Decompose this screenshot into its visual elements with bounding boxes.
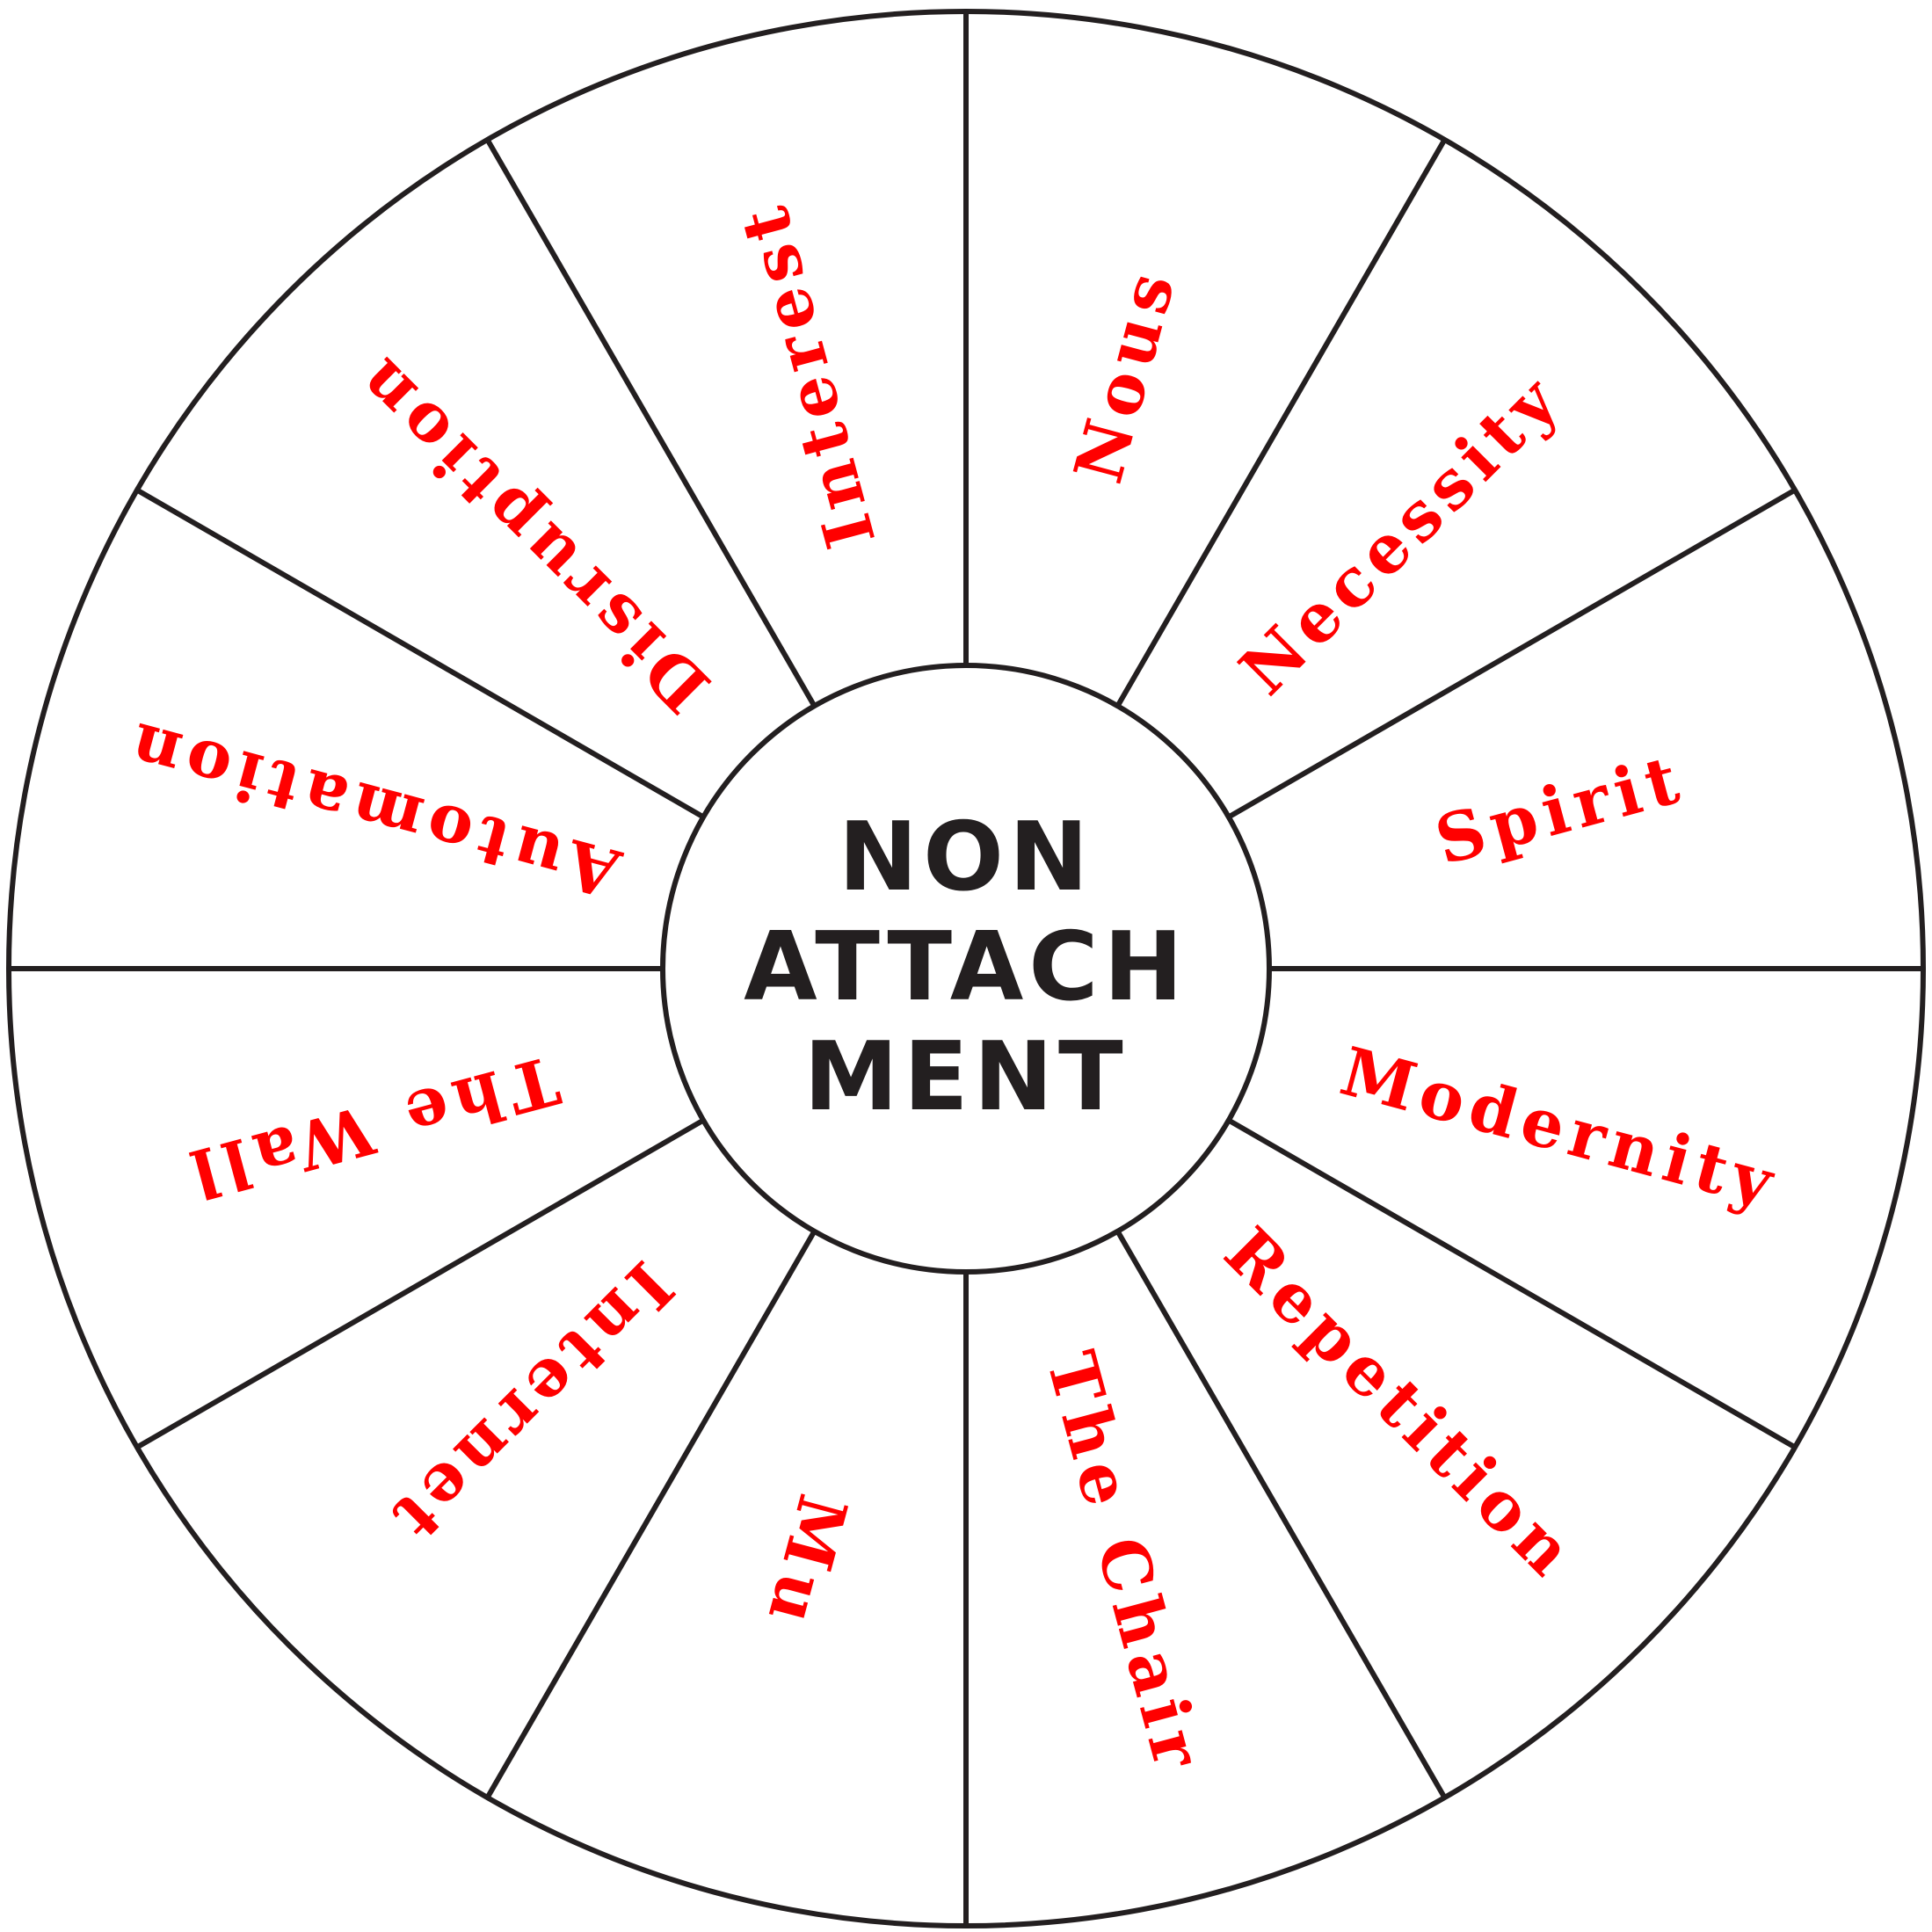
center-line-3: MENT — [803, 1022, 1128, 1132]
center-title: NON ATTACH MENT — [744, 803, 1188, 1132]
spoke-3 — [1227, 487, 1797, 820]
spoke-12 — [484, 138, 817, 708]
center-line-1: NON — [839, 803, 1094, 912]
center-line-2: ATTACH — [744, 912, 1188, 1022]
spoke-5 — [1227, 1117, 1797, 1450]
spoke-11 — [135, 487, 705, 820]
spoke-8 — [484, 1230, 817, 1799]
spoke-2 — [1115, 138, 1448, 708]
spoke-9 — [135, 1117, 705, 1450]
spoke-6 — [1115, 1230, 1448, 1799]
center-hub — [660, 663, 1272, 1275]
spokes — [9, 11, 1923, 1926]
